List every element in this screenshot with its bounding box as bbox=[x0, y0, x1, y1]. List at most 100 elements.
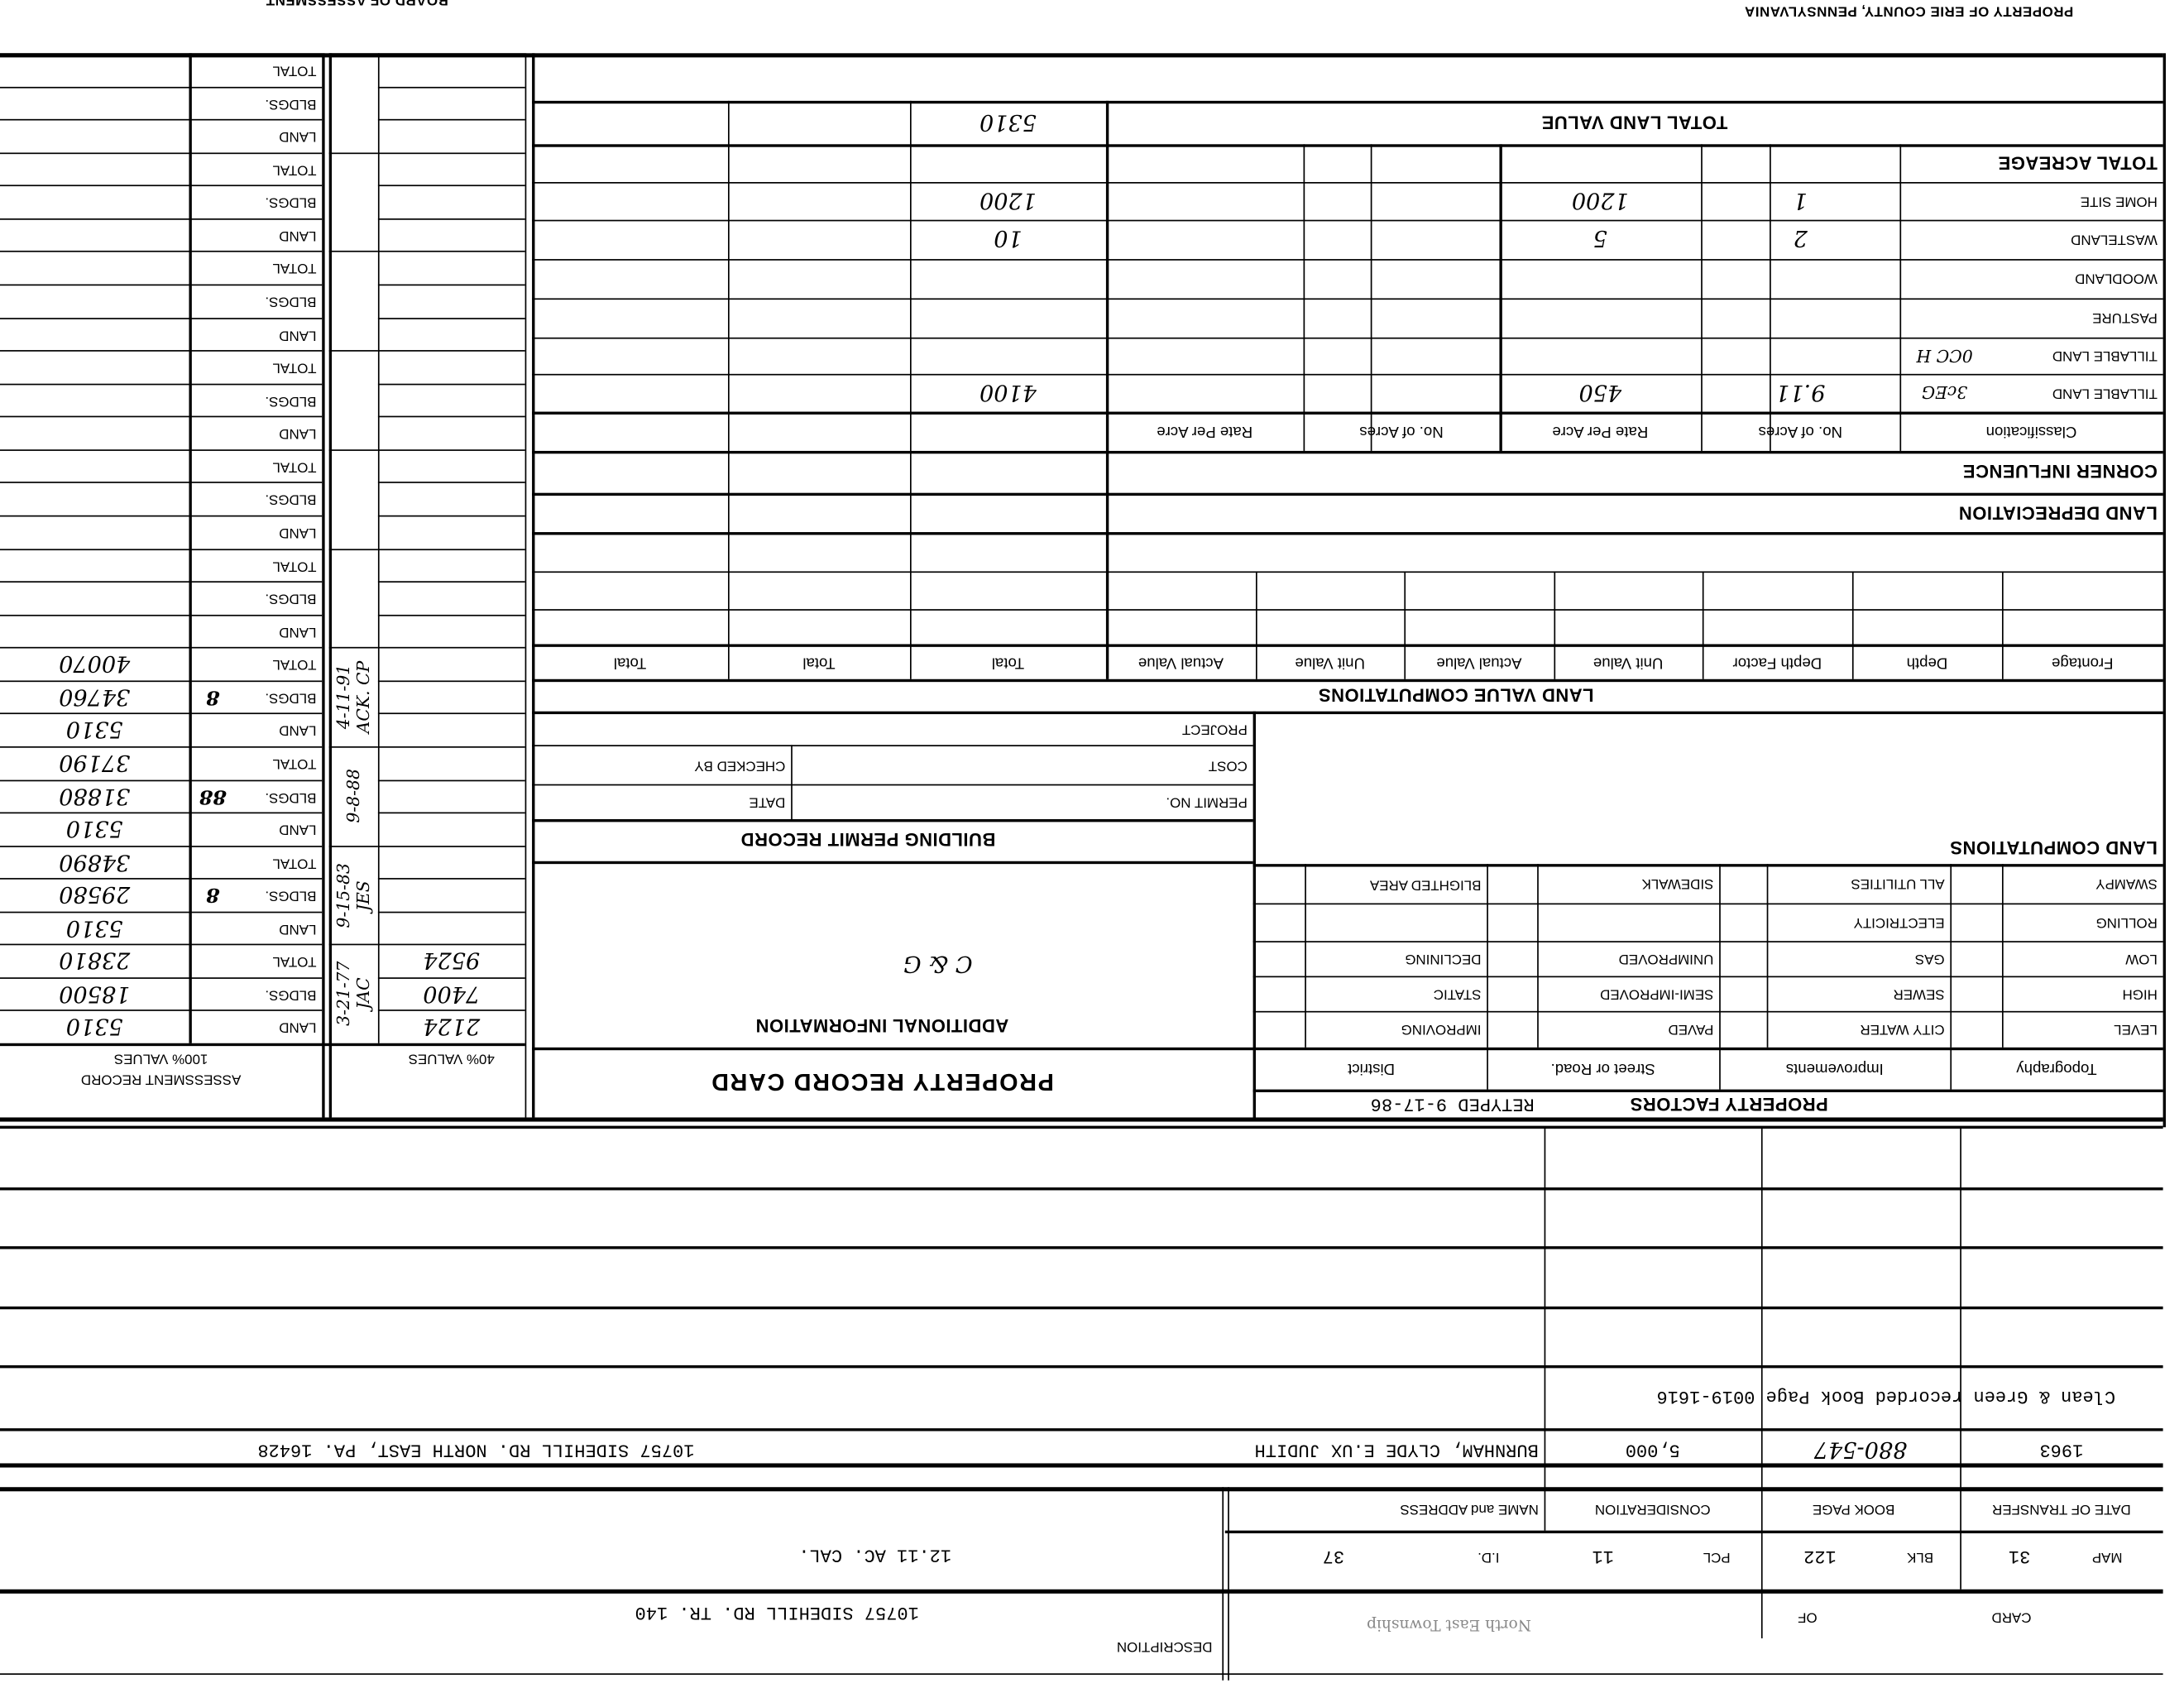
acreage-note: 12.11 AC. CAL. bbox=[798, 1545, 952, 1566]
assessment-40-value-land bbox=[378, 317, 525, 350]
assessment-row-label: TOTAL bbox=[272, 161, 317, 177]
of-label: OF bbox=[1798, 1609, 1818, 1625]
assessment-mark: 8 bbox=[205, 883, 220, 906]
horizontal-rule bbox=[377, 911, 525, 913]
lvc-column-header: Actual Value bbox=[1436, 654, 1522, 671]
assessment-row-label: LAND bbox=[279, 919, 317, 936]
vertical-rule bbox=[2001, 864, 2004, 1048]
assessment-40-value-total bbox=[378, 53, 525, 86]
property-factor-district: DECLINING bbox=[1405, 951, 1482, 966]
pcl-label: PCL bbox=[1703, 1549, 1731, 1566]
assessment-mark bbox=[192, 581, 234, 614]
date-label: DATE bbox=[749, 794, 786, 810]
assessment-value-total bbox=[0, 252, 189, 285]
vertical-rule bbox=[322, 53, 324, 1118]
assessment-value-bldgs: 34760 bbox=[59, 683, 131, 711]
assessment-mark bbox=[192, 482, 234, 516]
acreage-row-value: 4100 bbox=[979, 379, 1037, 406]
acreage-row-value: 10 bbox=[994, 226, 1023, 253]
horizontal-rule bbox=[532, 818, 1253, 822]
horizontal-rule bbox=[328, 151, 378, 154]
horizontal-rule bbox=[377, 746, 525, 748]
card-label: CARD bbox=[1991, 1609, 2032, 1625]
horizontal-rule bbox=[377, 482, 525, 484]
horizontal-rule bbox=[0, 1673, 2163, 1675]
horizontal-rule bbox=[0, 1589, 2163, 1593]
horizontal-rule bbox=[0, 977, 323, 979]
vertical-rule bbox=[1950, 1047, 1952, 1090]
horizontal-rule bbox=[0, 878, 323, 880]
horizontal-rule bbox=[0, 1125, 2163, 1129]
building-permit-title: BUILDING PERMIT RECORD bbox=[740, 829, 996, 851]
horizontal-rule bbox=[1252, 941, 2163, 942]
horizontal-rule bbox=[377, 712, 525, 715]
assessment-row-label: LAND bbox=[279, 722, 317, 738]
horizontal-rule bbox=[377, 1009, 525, 1012]
horizontal-rule bbox=[532, 784, 1253, 786]
assessment-mark bbox=[192, 383, 234, 416]
horizontal-rule bbox=[377, 515, 525, 517]
horizontal-rule bbox=[532, 644, 2163, 647]
total-land-value-label: TOTAL LAND VALUE bbox=[1541, 113, 1728, 134]
assessment-40-value-total bbox=[378, 449, 525, 482]
horizontal-rule bbox=[532, 609, 2163, 611]
lvc-column-header: Total bbox=[802, 654, 836, 671]
assessment-value-land bbox=[0, 317, 189, 350]
horizontal-rule bbox=[377, 845, 525, 847]
vertical-rule bbox=[377, 53, 380, 1043]
horizontal-rule bbox=[1252, 976, 2163, 978]
vertical-rule bbox=[1554, 571, 1556, 679]
lvc-column-header: Total bbox=[613, 654, 647, 671]
header-book-page: BOOK PAGE bbox=[1812, 1501, 1895, 1518]
assessment-40-value-total bbox=[378, 746, 525, 779]
assessment-value-bldgs: 18500 bbox=[59, 980, 131, 1008]
assessment-40-value-total bbox=[378, 350, 525, 383]
vertical-rule bbox=[1537, 864, 1539, 1048]
assessment-row-label: LAND bbox=[279, 424, 317, 441]
horizontal-rule bbox=[328, 746, 378, 748]
horizontal-rule bbox=[1252, 903, 2163, 905]
acreage-row-note: 0CC H bbox=[1916, 345, 1973, 366]
map-value: 31 bbox=[2008, 1547, 2031, 1568]
acreage-row-acres bbox=[1701, 259, 1899, 298]
horizontal-rule bbox=[377, 317, 525, 319]
assessment-value-land: 5310 bbox=[65, 1013, 123, 1040]
horizontal-rule bbox=[532, 144, 2163, 147]
description-label: DESCRIPTION bbox=[1116, 1638, 1213, 1655]
vertical-rule bbox=[1255, 571, 1257, 679]
horizontal-rule bbox=[377, 86, 525, 88]
total-land-value: 5310 bbox=[979, 109, 1037, 137]
assessment-row-label: LAND bbox=[279, 524, 317, 539]
property-factor-improvements: ALL UTILITIES bbox=[1851, 875, 1945, 892]
assessment-40-value-land bbox=[378, 218, 525, 252]
acreage-row-acres: 9.11 bbox=[1775, 379, 1826, 406]
horizontal-rule bbox=[532, 411, 2163, 415]
assessment-40-value-land: 2124 bbox=[423, 1013, 481, 1040]
property-factor-district bbox=[1305, 904, 1487, 942]
assessment-row-label: BLDGS. bbox=[265, 293, 317, 309]
horizontal-rule bbox=[0, 86, 323, 88]
vertical-rule bbox=[524, 53, 527, 1118]
vertical-rule bbox=[1228, 1487, 1229, 1681]
id-label: I.D. bbox=[1478, 1549, 1500, 1566]
property-factor-street: PAVED bbox=[1668, 1021, 1714, 1038]
horizontal-rule bbox=[328, 944, 378, 946]
horizontal-rule bbox=[0, 647, 323, 649]
assessment-value-land bbox=[0, 614, 189, 647]
assessment-value-total bbox=[0, 449, 189, 482]
horizontal-rule bbox=[0, 383, 323, 385]
assessment-date: 9-15-83 JES bbox=[333, 862, 373, 928]
property-factor-topography: HIGH bbox=[2122, 985, 2158, 1001]
assessment-40-value-total bbox=[378, 252, 525, 285]
assessment-value-total bbox=[0, 53, 189, 86]
assessment-value-bldgs bbox=[0, 185, 189, 218]
header-consideration: CONSIDERATION bbox=[1594, 1501, 1711, 1518]
assessment-value-land: 5310 bbox=[65, 914, 123, 942]
vertical-rule bbox=[1851, 571, 1854, 679]
assessment-value-bldgs bbox=[0, 482, 189, 516]
assessment-40-value-bldgs bbox=[378, 285, 525, 318]
map-label: MAP bbox=[2091, 1549, 2123, 1566]
horizontal-rule bbox=[0, 482, 323, 484]
assessment-row-label: TOTAL bbox=[272, 655, 317, 672]
